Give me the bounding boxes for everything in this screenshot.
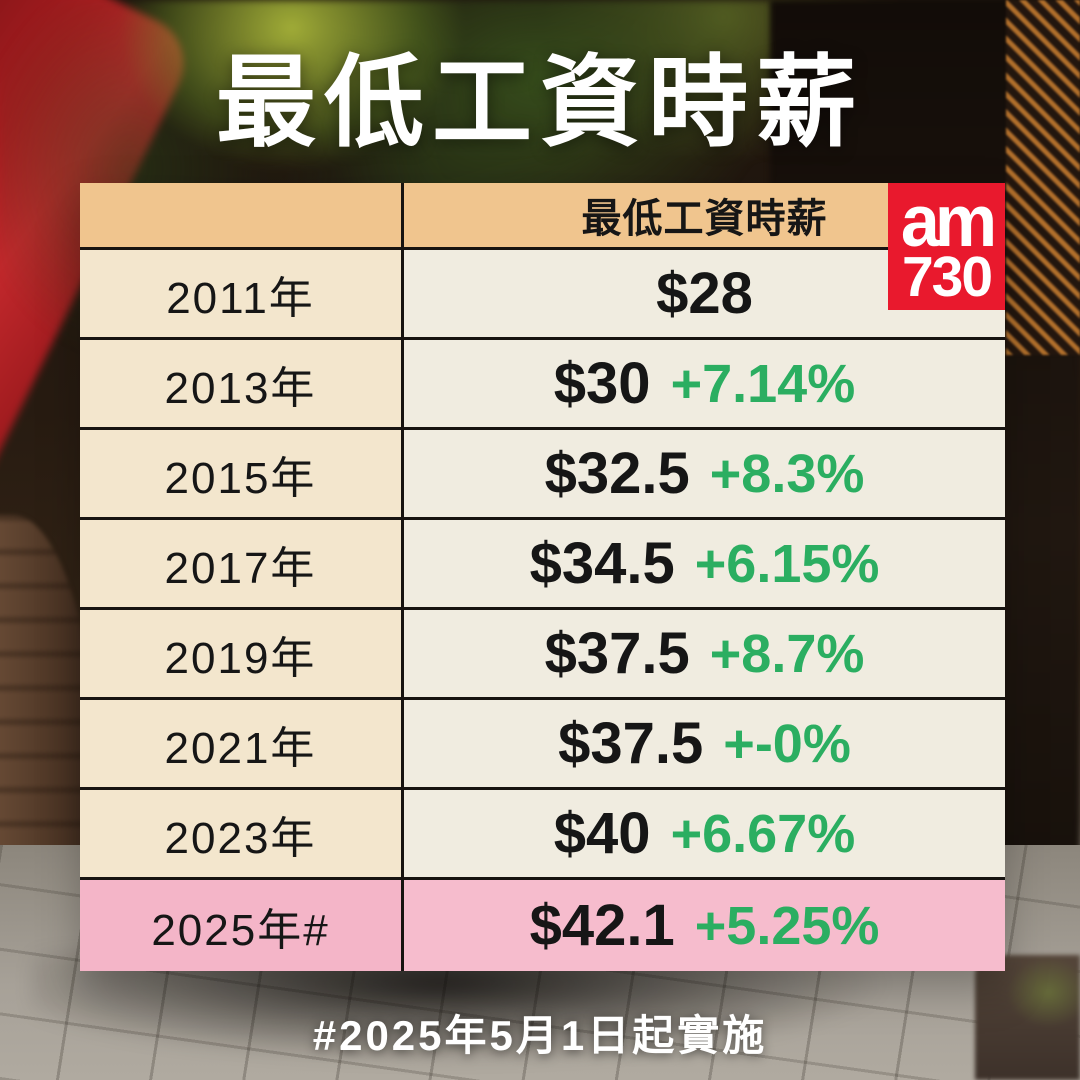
change-percent: +6.67% [670, 803, 856, 864]
wage-value: $34.5 [529, 531, 675, 596]
wage-value: $40 [553, 801, 651, 866]
value-cell: $34.5 +6.15% [404, 520, 1005, 607]
page-title: 最低工資時薪 [216, 47, 864, 159]
wage-value: $42.1 [529, 893, 675, 958]
change-percent: +7.14% [670, 353, 856, 414]
year-cell: 2015年 [80, 430, 404, 517]
am730-logo-top: am [900, 179, 997, 262]
header-value-cell: 最低工資時薪 [404, 183, 1005, 247]
wage-value: $30 [553, 351, 651, 416]
minimum-wage-table: 最低工資時薪 2011年 $28 2013年 $30 +7.14% 2015年 [80, 183, 1005, 971]
year-label: 2011年 [166, 273, 315, 323]
wage-value: $37.5 [558, 711, 704, 776]
table-header-row: 最低工資時薪 [80, 183, 1005, 250]
year-cell: 2011年 [80, 250, 404, 337]
change-percent: +8.7% [709, 623, 865, 684]
dirt-patch-shape [975, 955, 1080, 1080]
change-percent: +-0% [723, 713, 851, 774]
table-row-highlighted: 2025年# $42.1 +5.25% [80, 880, 1005, 971]
table-row: 2011年 $28 [80, 250, 1005, 340]
year-cell: 2023年 [80, 790, 404, 877]
table-row: 2015年 $32.5 +8.3% [80, 430, 1005, 520]
footnote: #2025年5月1日起實施 [312, 1012, 768, 1059]
table-row: 2013年 $30 +7.14% [80, 340, 1005, 430]
year-label: 2013年 [164, 363, 317, 413]
value-cell: $30 +7.14% [404, 340, 1005, 427]
change-percent: +5.25% [694, 895, 880, 956]
table-row: 2017年 $34.5 +6.15% [80, 520, 1005, 610]
wage-value: $32.5 [544, 441, 690, 506]
year-cell: 2021年 [80, 700, 404, 787]
table-row: 2019年 $37.5 +8.7% [80, 610, 1005, 700]
table-row: 2023年 $40 +6.67% [80, 790, 1005, 880]
wage-value: $28 [656, 261, 753, 326]
change-percent: +6.15% [694, 533, 880, 594]
value-cell: $40 +6.67% [404, 790, 1005, 877]
orange-fabric-pattern [1006, 0, 1080, 355]
am730-logo-bottom: 730 [901, 245, 993, 310]
header-value-label: 最低工資時薪 [581, 197, 828, 241]
change-percent: +8.3% [709, 443, 865, 504]
value-cell: $37.5 +-0% [404, 700, 1005, 787]
year-label: 2021年 [164, 723, 317, 773]
value-cell: $37.5 +8.7% [404, 610, 1005, 697]
year-cell: 2025年# [80, 880, 404, 971]
table-row: 2021年 $37.5 +-0% [80, 700, 1005, 790]
value-cell: $42.1 +5.25% [404, 880, 1005, 971]
year-label: 2017年 [164, 543, 317, 593]
year-cell: 2019年 [80, 610, 404, 697]
year-cell: 2013年 [80, 340, 404, 427]
year-cell: 2017年 [80, 520, 404, 607]
year-label: 2019年 [164, 633, 317, 683]
year-label: 2023年 [164, 813, 317, 863]
year-label: 2025年# [151, 905, 330, 955]
value-cell: $32.5 +8.3% [404, 430, 1005, 517]
header-year-cell [80, 183, 404, 247]
year-label: 2015年 [164, 453, 317, 503]
wage-value: $37.5 [544, 621, 690, 686]
am730-logo: am 730 [888, 183, 1005, 310]
